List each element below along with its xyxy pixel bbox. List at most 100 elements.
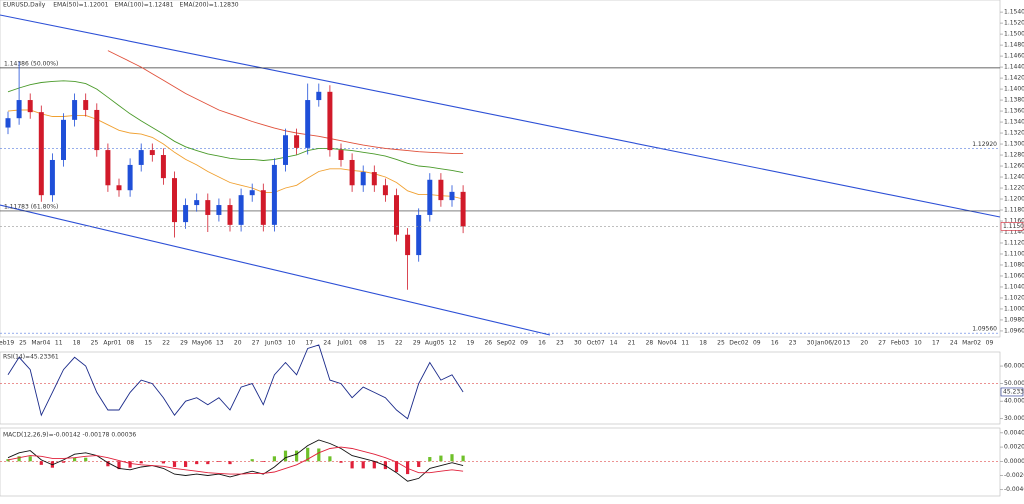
y-tick-label: 1.14000 <box>1004 86 1024 93</box>
candle-body <box>105 150 111 186</box>
histogram-bar <box>139 461 143 464</box>
x-tick-label: 20 <box>860 340 868 347</box>
y-tick-label: 1.12400 <box>1004 174 1024 181</box>
candle-body <box>216 205 222 215</box>
y-tick-label: 1.11400 <box>1004 228 1024 235</box>
x-tick-label: Mar02 <box>962 340 981 347</box>
y-tick-label: 1.13000 <box>1004 141 1024 148</box>
moving-average <box>7 109 464 200</box>
y-tick-label: 1.14400 <box>1004 64 1024 71</box>
x-tick-label: 11 <box>55 340 63 347</box>
y-tick-label: 1.10200 <box>1004 294 1024 301</box>
price-panel <box>0 0 1001 338</box>
x-tick-label: 09 <box>753 340 761 347</box>
x-tick-label: Jun03 <box>264 340 282 347</box>
y-tick-label: 1.13800 <box>1004 97 1024 104</box>
x-tick-label: 10 <box>914 340 922 347</box>
histogram-bar <box>106 461 110 467</box>
y-tick-label: -0.00400 <box>1004 486 1024 493</box>
histogram-bar <box>250 459 254 462</box>
histogram-bar <box>361 461 365 469</box>
x-tick-label: 16 <box>771 340 779 347</box>
y-tick-label: 1.11200 <box>1004 239 1024 246</box>
histogram-bar <box>61 461 66 463</box>
histogram-bar <box>184 461 188 467</box>
x-tick-label: 25 <box>717 340 725 347</box>
x-tick-label: 25 <box>91 340 99 347</box>
histogram-bar <box>372 461 376 469</box>
y-tick-label: 1.15000 <box>1004 31 1024 38</box>
candle-body <box>138 150 144 165</box>
macd-line <box>7 446 464 475</box>
histogram-bar <box>28 456 32 462</box>
histogram-bar <box>306 447 310 462</box>
histogram-bar <box>217 461 221 462</box>
candle-body <box>316 91 322 101</box>
last-price-box <box>1000 222 1024 231</box>
x-tick-label: 17 <box>932 340 940 347</box>
x-tick-label: 24 <box>950 340 958 347</box>
histogram-bar <box>339 461 343 463</box>
macd-panel <box>0 427 1001 497</box>
histogram-bar <box>117 461 121 470</box>
y-tick-label: 1.11600 <box>1004 218 1024 225</box>
x-tick-label: Apr01 <box>103 340 121 347</box>
moving-average <box>7 80 464 174</box>
candle-body <box>294 135 300 148</box>
y-tick-label: 1.14800 <box>1004 42 1024 49</box>
histogram-bar <box>272 456 276 462</box>
candle-body <box>249 190 255 196</box>
x-tick-label: 18 <box>699 340 707 347</box>
y-tick-label: 1.15400 <box>1004 9 1024 16</box>
chart-title: EURUSD,Daily <box>3 2 46 9</box>
rsi-panel <box>0 351 1001 425</box>
histogram-bar <box>450 454 454 462</box>
candle-body <box>305 100 311 148</box>
y-tick-label: 1.10400 <box>1004 283 1024 290</box>
x-tick-label: 08 <box>126 340 134 347</box>
candle-body <box>394 195 399 235</box>
x-tick-label: 13 <box>842 340 850 347</box>
histogram-bar <box>328 456 332 462</box>
x-tick-label: 23 <box>556 340 564 347</box>
histogram-bar <box>206 461 210 465</box>
x-tick-label: 12 <box>449 340 457 347</box>
y-tick-label: 1.12600 <box>1004 163 1024 170</box>
candle-body <box>16 100 22 119</box>
histogram-bar <box>417 461 421 467</box>
x-tick-label: 22 <box>395 340 403 347</box>
x-tick-label: 17 <box>305 340 313 347</box>
x-tick-label: 18 <box>73 340 81 347</box>
candle-body <box>49 159 55 196</box>
x-tick-label: 29 <box>413 340 421 347</box>
dashed-level-label: 1.09560 <box>972 326 997 333</box>
histogram-bar <box>283 450 288 462</box>
x-tick-label: 22 <box>162 340 170 347</box>
panel-title: MACD(12,26,9)=-0.00142 -0.00178 0.00036 <box>3 432 136 439</box>
x-tick-label: 10 <box>288 340 296 347</box>
candle-body <box>427 179 433 215</box>
y-tick-label: 1.13600 <box>1004 108 1024 115</box>
histogram-bar <box>261 461 265 462</box>
x-tick-label: 19 <box>467 340 475 347</box>
candle-body <box>149 150 155 156</box>
candle-body <box>127 164 133 191</box>
legend-entry: EMA(50)=1.12001 <box>53 2 108 9</box>
histogram-bar <box>461 455 465 462</box>
last-value-box <box>1000 387 1024 397</box>
candle-body <box>405 234 411 256</box>
y-tick-label: 1.10600 <box>1004 272 1024 279</box>
candle-body <box>260 190 266 225</box>
histogram-bar <box>172 461 177 467</box>
x-tick-label: May06 <box>192 340 212 347</box>
candle-body <box>160 155 166 179</box>
y-tick-label: 1.14200 <box>1004 75 1024 82</box>
y-tick-label: 1.14600 <box>1004 53 1024 60</box>
candle-body <box>183 205 189 223</box>
candle-body <box>460 191 466 227</box>
